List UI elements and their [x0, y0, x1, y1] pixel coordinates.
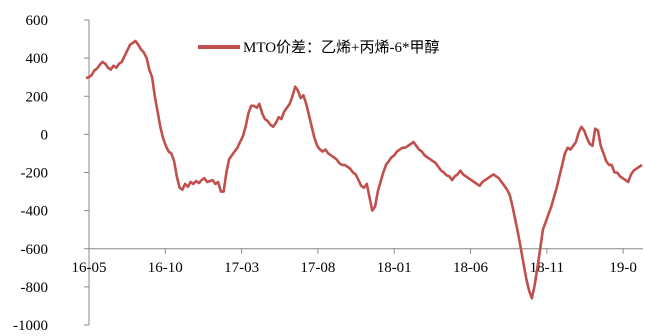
x-tick-label: 18-01 — [377, 260, 412, 276]
x-tick-label: 17-03 — [224, 260, 259, 276]
y-tick-label: -800 — [21, 280, 49, 296]
y-axis: 600 400 200 0 -200 -400 -600 -800 -1000 — [13, 13, 90, 334]
plot-area — [85, 39, 643, 300]
y-tick-label: 600 — [26, 13, 49, 29]
x-tick-label: 18-11 — [530, 260, 564, 276]
x-tick-label: 16-10 — [148, 260, 183, 276]
x-axis: 16-05 16-10 17-03 17-08 18-01 18-06 18-11 19-0 — [72, 248, 643, 276]
y-tick-label: 0 — [41, 127, 49, 143]
x-tick-label: 18-06 — [453, 260, 488, 276]
legend-label: MTO价差：乙烯+丙烯-6*甲醇 — [243, 39, 440, 56]
x-tick-label: 19-0 — [609, 260, 637, 276]
series-line — [85, 39, 643, 300]
x-tick-label: 16-05 — [72, 260, 107, 276]
y-tick-label: -400 — [21, 204, 49, 220]
y-tick-label: 400 — [26, 51, 49, 67]
x-tick-label: 17-08 — [300, 260, 335, 276]
y-tick-label: 200 — [26, 89, 49, 105]
legend: MTO价差：乙烯+丙烯-6*甲醇 — [198, 39, 440, 56]
y-tick-label: -600 — [21, 242, 49, 258]
y-tick-label: -1000 — [13, 318, 48, 334]
y-tick-label: -200 — [21, 166, 49, 182]
